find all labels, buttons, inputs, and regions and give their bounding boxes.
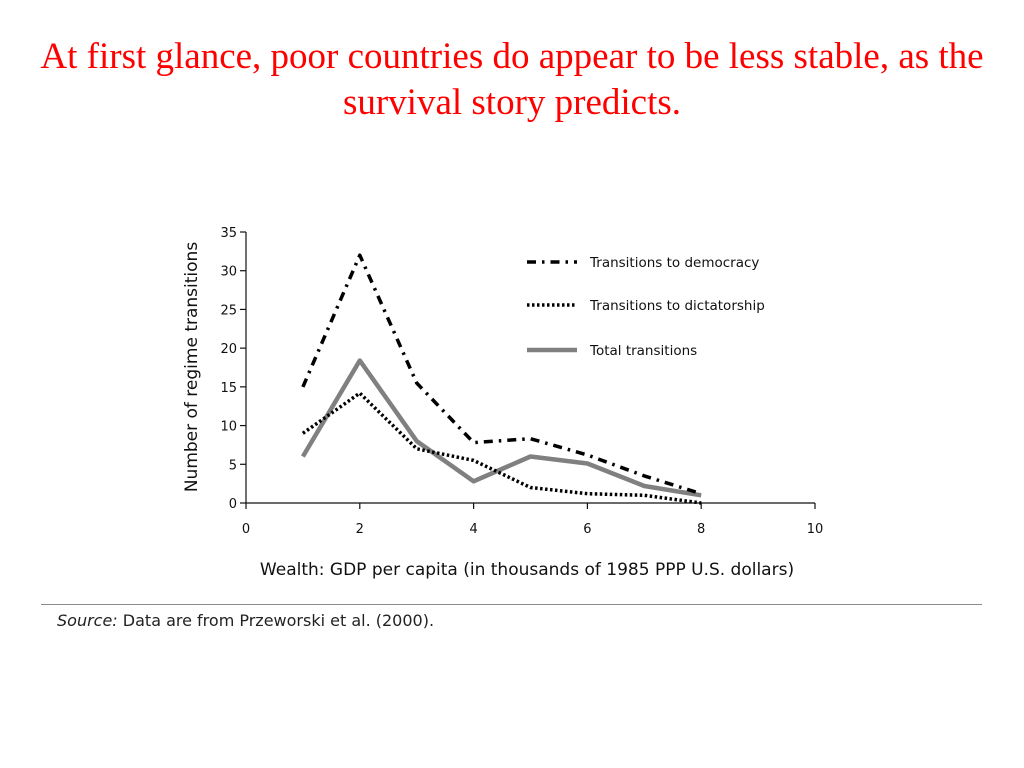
legend-label: Transitions to democracy [589,255,759,271]
chart-legend: Transitions to democracy Transitions to d… [527,255,765,359]
slide-title: At first glance, poor countries do appea… [40,36,984,123]
y-tick-label: 25 [220,303,237,318]
x-tick-label: 6 [583,522,591,537]
x-tick-label: 0 [242,522,250,537]
x-tick-label: 8 [697,522,705,537]
y-tick-label: 0 [229,497,237,512]
source-label: Source: [57,611,118,630]
x-axis-label: Wealth: GDP per capita (in thousands of … [260,560,794,580]
y-tick-label: 5 [229,458,237,473]
y-axis-label: Number of regime transitions [182,242,202,492]
series-line-transitions-to-dictatorship [301,391,702,505]
y-tick-label: 30 [220,265,237,280]
line-chart: 0 5 10 15 20 25 30 35 0 2 4 6 8 10 Transitions to dem… [182,226,823,580]
chart-series [300,253,702,505]
x-tick-label: 2 [356,522,364,537]
y-tick-label: 10 [220,420,237,435]
legend-label: Total transitions [589,343,697,359]
y-tick-label: 15 [220,381,237,396]
series-line-total-transitions [300,358,702,498]
chart-axes: 0 5 10 15 20 25 30 35 0 2 4 6 8 10 [220,226,823,537]
y-tick-label: 20 [220,342,237,357]
x-tick-label: 4 [469,522,477,537]
x-tick-label: 10 [807,522,824,537]
source-divider [41,604,982,605]
y-tick-label: 35 [220,226,237,241]
legend-label: Transitions to dictatorship [589,298,765,314]
source-note: Source: Data are from Przeworski et al. … [57,611,434,630]
source-text: Data are from Przeworski et al. (2000). [117,611,435,630]
series-line-transitions-to-democracy [301,253,702,496]
